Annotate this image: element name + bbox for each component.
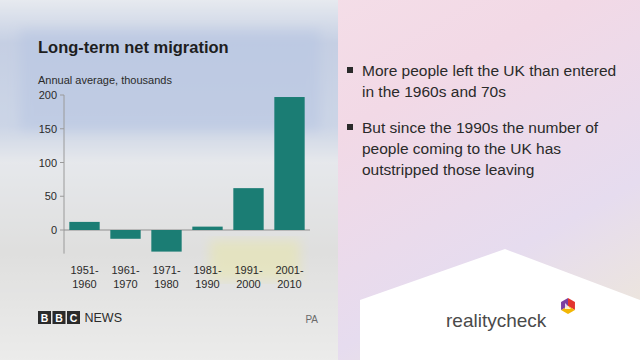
- canvas: Long-term net migration Annual average, t…: [0, 0, 640, 360]
- bullet: But since the 1990s the number of people…: [346, 117, 618, 180]
- y-tick-label: 100: [39, 157, 57, 169]
- bullet-list: More people left the UK than entered in …: [346, 60, 618, 195]
- x-tick-label: 1971- 1980: [152, 264, 180, 290]
- logo-box: [38, 311, 51, 324]
- chart-title: Long-term net migration: [38, 38, 229, 56]
- house-shape: [360, 249, 640, 360]
- bullet: More people left the UK than entered in …: [346, 60, 618, 102]
- bullet-text: More people left the UK than entered in …: [362, 62, 616, 100]
- brand: realitycheck: [446, 310, 547, 331]
- x-tick-label-line: 1991-: [234, 264, 262, 276]
- x-tick-label: 1991- 2000: [234, 264, 262, 290]
- x-tick-label-line: 1981-: [193, 264, 221, 276]
- x-tick-label-line: 2001-: [275, 264, 303, 276]
- x-tick-label-line: 1980: [154, 278, 178, 290]
- bar: [69, 222, 99, 230]
- left-photo: [0, 0, 338, 360]
- zero-line: [64, 230, 310, 231]
- bar: [233, 188, 263, 230]
- logo-box: [67, 311, 80, 324]
- bar: [274, 97, 304, 230]
- x-tick-label-line: 2000: [236, 278, 260, 290]
- y-tick: [60, 162, 64, 163]
- bar: [151, 230, 181, 252]
- y-tick: [60, 196, 64, 197]
- x-tick-label: 1981- 1990: [193, 264, 221, 290]
- logo-letter: B: [55, 312, 63, 324]
- y-tick-label: 200: [39, 89, 57, 101]
- y-tick-label: 50: [45, 190, 57, 202]
- bullet-marker: [347, 124, 353, 130]
- x-tick-label: 1951- 1960: [70, 264, 98, 290]
- photo-base: [0, 0, 338, 360]
- x-tick-label-line: 1971-: [152, 264, 180, 276]
- x-tick-label-line: 1990: [195, 278, 219, 290]
- photo-wash: [0, 0, 338, 360]
- y-tick-label: 0: [51, 224, 57, 236]
- bar: [110, 230, 140, 239]
- logo-letter: B: [41, 312, 49, 324]
- x-tick-label: 2001- 2010: [275, 264, 303, 290]
- credit: PA: [305, 314, 318, 325]
- x-tick-label-line: 1970: [113, 278, 137, 290]
- right-background: [0, 0, 640, 360]
- x-tick-label: 1961- 1970: [111, 264, 139, 290]
- y-tick: [60, 230, 64, 231]
- brand-icon: [561, 298, 575, 314]
- x-tick-label-line: 2010: [277, 278, 301, 290]
- x-tick-label-line: 1961-: [111, 264, 139, 276]
- bar: [192, 227, 222, 230]
- bullet-text: But since the 1990s the number of people…: [362, 119, 598, 178]
- icon-mark: [565, 303, 571, 309]
- chart-subtitle: Annual average, thousands: [38, 74, 172, 86]
- bullet-marker: [347, 67, 353, 73]
- y-tick: [60, 95, 64, 96]
- bars: [69, 97, 304, 252]
- x-tick-label-line: 1951-: [70, 264, 98, 276]
- logo-box: [53, 311, 66, 324]
- x-tick-label-line: 1960: [72, 278, 96, 290]
- logo-letter: C: [70, 312, 78, 324]
- y-tick-label: 150: [39, 123, 57, 135]
- y-tick: [60, 128, 64, 129]
- logo: BBCNEWS: [38, 311, 122, 325]
- logo-word: NEWS: [85, 311, 123, 325]
